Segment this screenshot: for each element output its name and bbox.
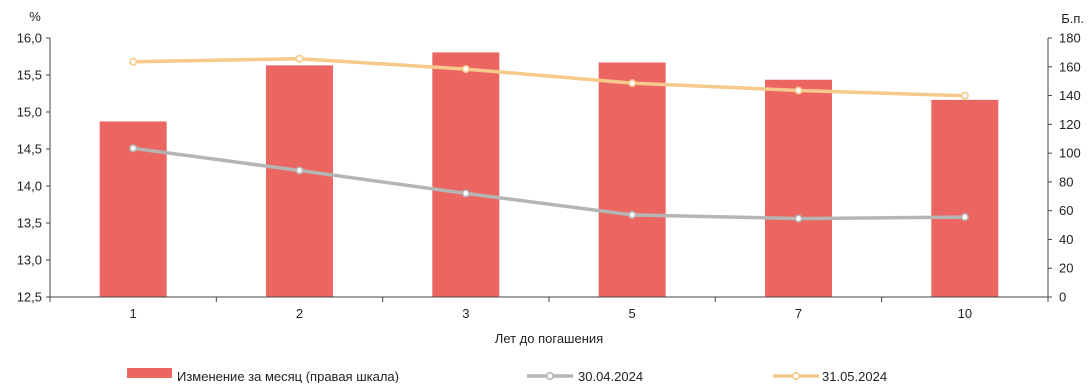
axes-layer: 16,015,515,014,514,013,513,012,518016014… xyxy=(17,9,1084,346)
bar-3 xyxy=(432,52,500,298)
legend-swatch-bars xyxy=(127,368,172,378)
lines-layer xyxy=(129,54,969,223)
right-tick-label: 20 xyxy=(1059,261,1073,276)
right-tick-label: 180 xyxy=(1059,31,1081,46)
x-tick-label: 1 xyxy=(130,306,137,321)
right-tick-label: 100 xyxy=(1059,146,1081,161)
left-tick-label: 15,0 xyxy=(17,105,42,120)
left-axis-unit: % xyxy=(29,9,41,24)
bar-7 xyxy=(765,79,832,297)
bar-2 xyxy=(266,65,333,297)
left-tick-label: 14,0 xyxy=(17,179,42,194)
left-tick-label: 16,0 xyxy=(17,31,42,46)
left-tick-label: 13,0 xyxy=(17,253,42,268)
right-tick-label: 40 xyxy=(1059,232,1073,247)
bar-5 xyxy=(598,62,666,297)
legend-label-30.04.2024: 30.04.2024 xyxy=(578,369,643,383)
bar-10 xyxy=(931,99,999,297)
right-tick-label: 0 xyxy=(1059,290,1066,305)
right-tick-label: 120 xyxy=(1059,117,1081,132)
point-31.05.2024-5 xyxy=(628,79,637,88)
right-tick-label: 60 xyxy=(1059,203,1073,218)
point-30.04.2024-2 xyxy=(295,166,304,175)
left-tick-label: 15,5 xyxy=(17,68,42,83)
legend-marker-30.04.2024 xyxy=(545,371,554,380)
legend-label-bars: Изменение за месяц (правая шкала) xyxy=(177,369,399,383)
x-tick-label: 10 xyxy=(958,306,972,321)
point-31.05.2024-1 xyxy=(129,57,138,66)
right-tick-label: 140 xyxy=(1059,88,1081,103)
x-tick-label: 3 xyxy=(462,306,469,321)
x-axis-label: Лет до погашения xyxy=(495,331,603,346)
right-axis-unit: Б.п. xyxy=(1061,11,1084,26)
point-30.04.2024-3 xyxy=(461,189,470,198)
point-30.04.2024-5 xyxy=(628,210,637,219)
point-31.05.2024-7 xyxy=(794,86,803,95)
point-31.05.2024-10 xyxy=(960,91,969,100)
right-tick-label: 80 xyxy=(1059,174,1073,189)
point-30.04.2024-7 xyxy=(794,214,803,223)
x-tick-label: 2 xyxy=(296,306,303,321)
point-31.05.2024-2 xyxy=(295,54,304,63)
legend-marker-31.05.2024 xyxy=(791,371,800,380)
left-tick-label: 13,5 xyxy=(17,216,42,231)
x-tick-label: 5 xyxy=(629,306,636,321)
point-31.05.2024-3 xyxy=(461,65,470,74)
left-tick-label: 14,5 xyxy=(17,142,42,157)
x-tick-label: 7 xyxy=(795,306,802,321)
bars-layer xyxy=(99,52,999,298)
point-30.04.2024-1 xyxy=(129,144,138,153)
right-tick-label: 160 xyxy=(1059,59,1081,74)
left-tick-label: 12,5 xyxy=(17,290,42,305)
point-30.04.2024-10 xyxy=(960,213,969,222)
legend: Изменение за месяц (правая шкала) 30.04.2… xyxy=(127,368,887,384)
series-line-31.05.2024 xyxy=(133,56,965,98)
series-line-30.04.2024 xyxy=(132,146,965,221)
legend-label-31.05.2024: 31.05.2024 xyxy=(822,369,887,383)
